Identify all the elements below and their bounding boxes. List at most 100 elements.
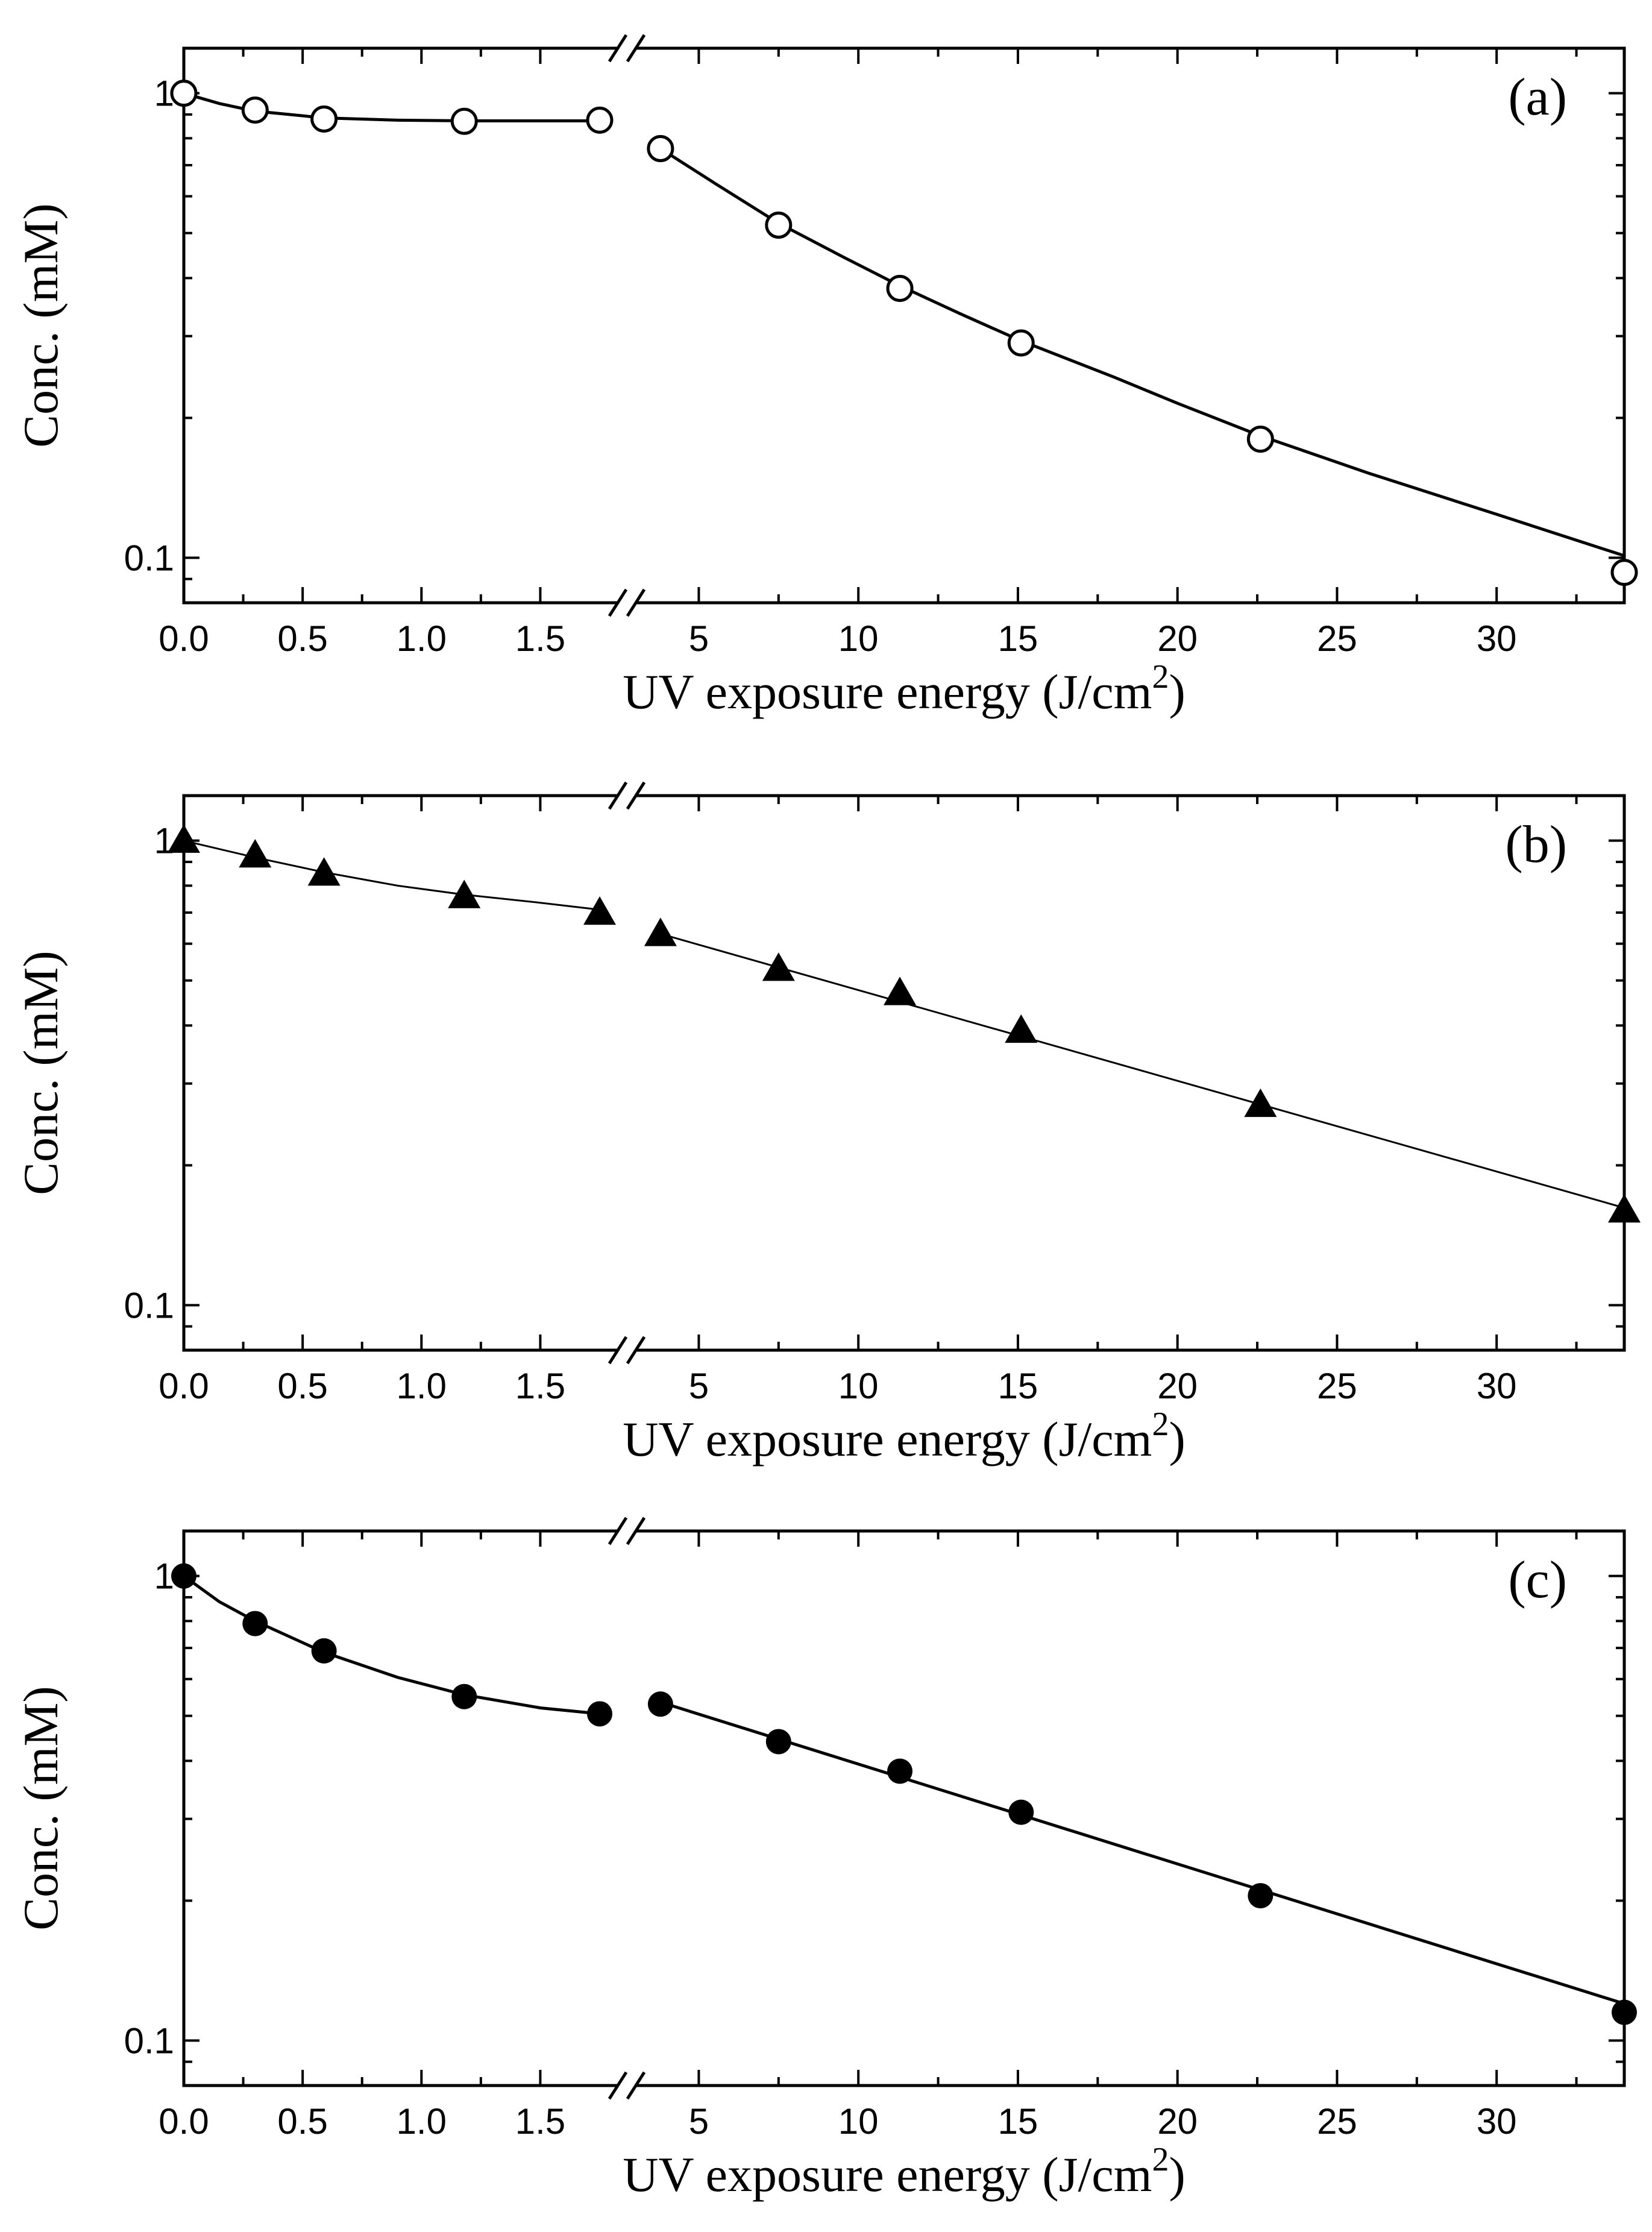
y-axis-label: Conc. (mM) — [13, 951, 68, 1195]
x-tick-label: 5 — [689, 1366, 709, 1406]
x-tick-label: 0.0 — [159, 2101, 209, 2142]
data-point — [647, 1691, 673, 1717]
y-tick-label: 1 — [154, 1556, 174, 1597]
x-tick-label: 15 — [998, 2101, 1038, 2142]
x-tick-label: 25 — [1317, 2101, 1357, 2142]
data-point — [168, 824, 200, 853]
x-tick-label: 1.0 — [397, 1366, 447, 1406]
y-tick-label: 0.1 — [124, 538, 174, 578]
axis-break-mark — [608, 781, 628, 810]
x-tick-label: 30 — [1477, 2101, 1517, 2142]
x-axis-label: UV exposure energy (J/cm2) — [623, 1406, 1186, 1467]
fit-curve-right — [660, 1700, 1625, 2005]
data-point — [765, 1729, 791, 1755]
x-axis-label: UV exposure energy (J/cm2) — [623, 658, 1186, 719]
x-tick-label: 20 — [1157, 2101, 1198, 2142]
plot-frame — [182, 1529, 1626, 2087]
x-axis-label-main: UV exposure energy (J/cm — [623, 2147, 1152, 2202]
plot-frame — [182, 794, 1626, 1352]
data-point — [1612, 1999, 1637, 2025]
axis-break-mark — [608, 1336, 628, 1365]
data-point — [450, 107, 478, 135]
y-tick-label: 1 — [154, 821, 174, 861]
data-point — [170, 80, 198, 107]
data-point — [1007, 329, 1035, 357]
x-axis-label-close: ) — [1169, 2147, 1185, 2202]
data-point — [1248, 1883, 1274, 1909]
panel-label: (a) — [1508, 68, 1567, 127]
x-axis-label-sup: 2 — [1152, 658, 1169, 696]
y-axis-label: Conc. (mM) — [13, 203, 68, 447]
x-tick-label: 5 — [689, 2101, 709, 2142]
x-tick-label: 1.5 — [515, 618, 565, 659]
data-point — [886, 275, 914, 303]
fit-curve-right — [660, 932, 1625, 1209]
fit-curve-right — [659, 147, 1625, 558]
x-tick-label: 0.0 — [159, 618, 209, 659]
x-tick-label: 25 — [1317, 1366, 1357, 1406]
x-tick-label: 10 — [838, 618, 879, 659]
data-point — [241, 96, 269, 124]
axis-break-mark — [626, 588, 646, 617]
panel-b: 0.1 1 0.0 0.5 1.0 1.5 5 10 15 20 25 30 (b) Conc. (mM)… — [13, 781, 1641, 1467]
x-tick-label: 5 — [689, 618, 709, 659]
data-point — [448, 879, 481, 908]
axis-break-mark — [626, 34, 646, 63]
fit-curve-left — [183, 840, 600, 911]
panel-c: 0.1 1 0.0 0.5 1.0 1.5 5 10 15 20 25 30 (c) Conc. (mM)… — [13, 1517, 1637, 2202]
x-tick-label: 30 — [1477, 618, 1517, 659]
data-point — [884, 976, 917, 1005]
axis-break-mark — [626, 1336, 646, 1365]
data-point — [647, 135, 674, 163]
data-point — [239, 838, 272, 868]
data-point — [171, 1563, 196, 1589]
axis-break-mark — [608, 588, 628, 617]
data-point — [310, 105, 338, 133]
data-point — [1244, 1088, 1277, 1118]
x-axis-label-close: ) — [1169, 1412, 1185, 1467]
x-tick-label: 20 — [1157, 1366, 1198, 1406]
x-tick-label: 0.5 — [277, 618, 327, 659]
data-point — [1610, 559, 1638, 586]
y-axis-label: Conc. (mM) — [13, 1686, 68, 1930]
axis-break-mark — [608, 34, 628, 63]
panel-label: (b) — [1505, 816, 1567, 874]
data-point — [644, 917, 677, 946]
x-tick-label: 1.0 — [397, 2101, 447, 2142]
data-point — [887, 1758, 913, 1784]
x-tick-label: 10 — [838, 1366, 879, 1406]
data-point — [1608, 1194, 1641, 1223]
x-tick-label: 20 — [1157, 618, 1198, 659]
x-tick-label: 30 — [1477, 1366, 1517, 1406]
data-point — [242, 1611, 268, 1636]
axis-break-mark — [626, 2071, 646, 2100]
x-axis-label-main: UV exposure energy (J/cm — [623, 1412, 1152, 1467]
x-tick-label: 25 — [1317, 618, 1357, 659]
data-point — [762, 952, 795, 981]
data-point — [583, 896, 616, 925]
axis-break-mark — [626, 781, 646, 810]
data-point — [1008, 1799, 1034, 1825]
data-point — [586, 106, 614, 134]
x-tick-label: 15 — [998, 618, 1038, 659]
data-point — [1246, 426, 1274, 453]
data-point — [1005, 1014, 1038, 1043]
x-tick-label: 0.0 — [159, 1366, 209, 1406]
x-tick-label: 1.5 — [515, 1366, 565, 1406]
panel-a: 0.110.0 0.5 1.0 1.5 5 10 15 20 25 30(a)Conc. (mM)… — [13, 34, 1638, 719]
x-tick-label: 15 — [998, 1366, 1038, 1406]
x-tick-label: 1.5 — [515, 2101, 565, 2142]
y-tick-label: 0.1 — [124, 2020, 174, 2061]
fit-curve-left — [183, 1574, 600, 1715]
axis-break-mark — [608, 2071, 628, 2100]
x-axis-label-sup: 2 — [1152, 2141, 1169, 2178]
x-tick-label: 1.0 — [397, 618, 447, 659]
data-point — [587, 1701, 612, 1727]
data-point — [311, 1638, 337, 1664]
x-axis-label-main: UV exposure energy (J/cm — [623, 664, 1152, 719]
data-point — [307, 857, 341, 886]
x-tick-label: 10 — [838, 2101, 879, 2142]
panel-label: (c) — [1508, 1551, 1567, 1609]
x-axis-label-close: ) — [1169, 664, 1185, 719]
